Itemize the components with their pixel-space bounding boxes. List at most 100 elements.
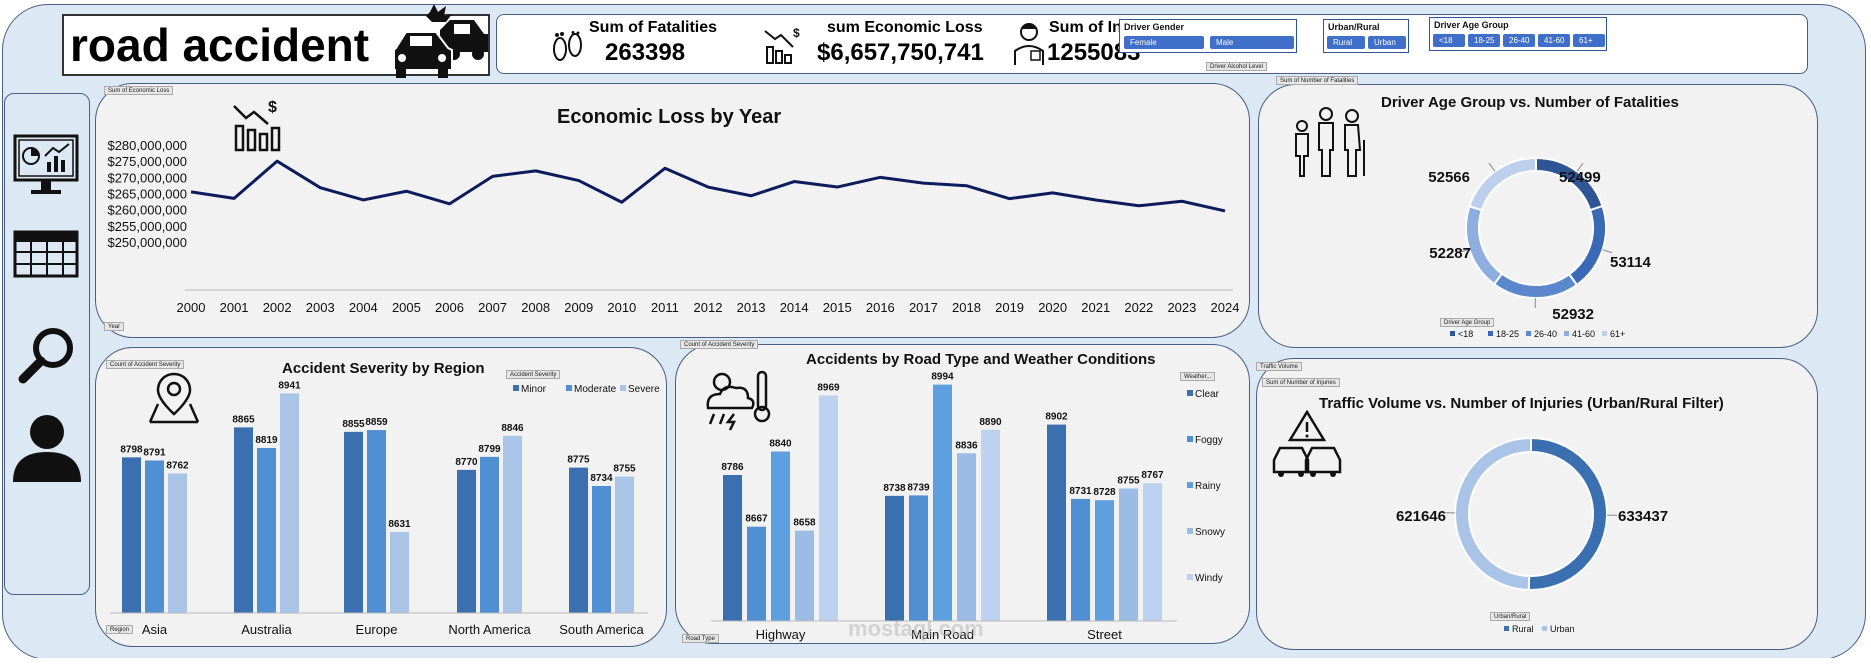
bar-data-label: 8941 — [278, 380, 301, 391]
legend-label: Urban — [1550, 624, 1575, 634]
age-option-41-60[interactable]: 41-60 — [1538, 34, 1570, 47]
age-donut-chart: 52499 53114 52932 52287 52566 <18 18-25 26-40 41… — [1428, 156, 1652, 339]
bar-data-label: 8755 — [1117, 475, 1140, 486]
legend-swatch — [1602, 331, 1607, 336]
econ-line-chart: $280,000,000$275,000,000$270,000,000 $265… — [107, 138, 1239, 315]
bar — [933, 384, 952, 621]
bar-data-label: 8798 — [120, 444, 143, 455]
legend-swatch — [513, 385, 519, 391]
gender-option-male[interactable]: Male — [1210, 36, 1294, 49]
weather-field-button[interactable]: Weather... — [1180, 372, 1216, 381]
donut-data-label: 621646 — [1396, 508, 1446, 525]
legend-label: Foggy — [1195, 435, 1223, 446]
age-option-18-25[interactable]: 18-25 — [1468, 34, 1500, 47]
x-tick-label: 2012 — [694, 300, 723, 315]
urban-slicer[interactable]: Urban/Rural Rural Urban — [1323, 19, 1409, 53]
donut-slice — [1527, 436, 1608, 591]
svg-text:$: $ — [793, 26, 800, 40]
region-field-button[interactable]: Region — [106, 625, 134, 634]
urban-option-urban[interactable]: Urban — [1368, 36, 1406, 49]
sum-econ-field-button[interactable]: Sum of Economic Loss — [104, 86, 174, 95]
legend-swatch — [1564, 331, 1569, 336]
bar-data-label: 8836 — [955, 440, 978, 451]
bar — [1143, 483, 1162, 621]
x-tick-label: 2015 — [823, 300, 852, 315]
category-label: Asia — [142, 622, 168, 637]
table-icon[interactable] — [13, 230, 79, 278]
title-box: road accident — [62, 4, 490, 78]
age-slicer[interactable]: Driver Age Group <18 18-25 26-40 41-60 6… — [1429, 17, 1607, 51]
donut-slice — [1567, 204, 1607, 287]
bar — [344, 431, 363, 613]
x-tick-label: 2023 — [1167, 300, 1196, 315]
count-severity2-field-button[interactable]: Count of Accident Severity — [680, 340, 759, 349]
dashboard-icon[interactable] — [13, 134, 79, 198]
donut-data-label: 52499 — [1559, 169, 1601, 186]
legend-label: 61+ — [1610, 329, 1625, 339]
bar-data-label: 8658 — [793, 518, 816, 529]
legend-swatch — [1488, 331, 1493, 336]
search-icon[interactable] — [17, 326, 77, 384]
bar-data-label: 8846 — [501, 423, 524, 434]
x-tick-label: 2008 — [521, 300, 550, 315]
urban-slicer-title: Urban/Rural — [1328, 22, 1380, 32]
x-tick-label: 2002 — [263, 300, 292, 315]
age-option-26-40[interactable]: 26-40 — [1503, 34, 1535, 47]
age-group-field-button[interactable]: Driver Age Group — [1440, 318, 1495, 327]
age-panel — [1258, 84, 1818, 348]
accident-severity-field-button[interactable]: Accident Severity — [506, 370, 561, 379]
legend-label: Moderate — [574, 384, 617, 395]
legend-swatch — [1187, 436, 1193, 442]
user-icon[interactable] — [11, 412, 83, 484]
urban-option-rural[interactable]: Rural — [1327, 36, 1365, 49]
kpi-econ-label: sum Economic Loss — [827, 19, 983, 36]
bar — [795, 530, 814, 621]
age-option-61plus[interactable]: 61+ — [1573, 34, 1605, 47]
bar — [1071, 498, 1090, 621]
traffic-chart-title: Traffic Volume vs. Number of Injuries (U… — [1319, 395, 1724, 412]
count-severity-field-button[interactable]: Count of Accident Severity — [106, 360, 185, 369]
bar — [257, 447, 276, 613]
bar-data-label: 8734 — [590, 473, 613, 484]
bar — [1095, 500, 1114, 621]
y-tick-label: $275,000,000 — [107, 154, 187, 169]
bar-data-label: 8731 — [1069, 486, 1092, 497]
donut-slice — [1465, 204, 1504, 286]
bar — [981, 429, 1000, 621]
gender-slicer[interactable]: Driver Gender Female Male — [1119, 19, 1297, 53]
gender-option-female[interactable]: Female — [1124, 36, 1204, 49]
svg-text:$: $ — [268, 99, 277, 116]
weather-icon — [706, 370, 771, 431]
bar-data-label: 8767 — [1141, 470, 1164, 481]
legend-label: Severe — [628, 384, 660, 395]
category-label: South America — [559, 622, 644, 637]
bar — [234, 427, 253, 613]
loss-chart-icon: $ — [764, 26, 800, 64]
year-field-button[interactable]: Year — [104, 322, 125, 331]
bar — [819, 395, 838, 621]
age-option-lt18[interactable]: <18 — [1433, 34, 1465, 47]
bar-data-label: 8799 — [478, 444, 501, 455]
bar-data-label: 8738 — [883, 483, 906, 494]
legend-label: 26-40 — [1534, 329, 1557, 339]
donut-data-label: 52932 — [1552, 306, 1594, 323]
bar — [592, 485, 611, 613]
urban-rural-field-button[interactable]: Urban/Rural — [1490, 612, 1531, 621]
bar-data-label: 8728 — [1093, 487, 1116, 498]
sum-injuries-field-button[interactable]: Sum of Number of Injuries — [1262, 378, 1340, 387]
x-tick-label: 2013 — [737, 300, 766, 315]
legend-label: Rainy — [1195, 481, 1221, 492]
driver-alcohol-field-button[interactable]: Driver Alcohol Level — [1206, 62, 1268, 71]
donut-slice — [1492, 272, 1579, 299]
legend-label: Minor — [521, 384, 547, 395]
donut-leader-line — [1459, 248, 1470, 253]
bottom-bar — [0, 658, 1871, 665]
sum-fatal-field-button[interactable]: Sum of Number of Fatalities — [1276, 76, 1359, 85]
bar-data-label: 8786 — [721, 462, 744, 473]
bar-data-label: 8791 — [143, 447, 166, 458]
legend-swatch — [1450, 331, 1455, 336]
road-type-field-button[interactable]: Road Type — [682, 634, 719, 643]
traffic-volume-field-button[interactable]: Traffic Volume — [1256, 362, 1303, 371]
x-tick-label: 2016 — [866, 300, 895, 315]
